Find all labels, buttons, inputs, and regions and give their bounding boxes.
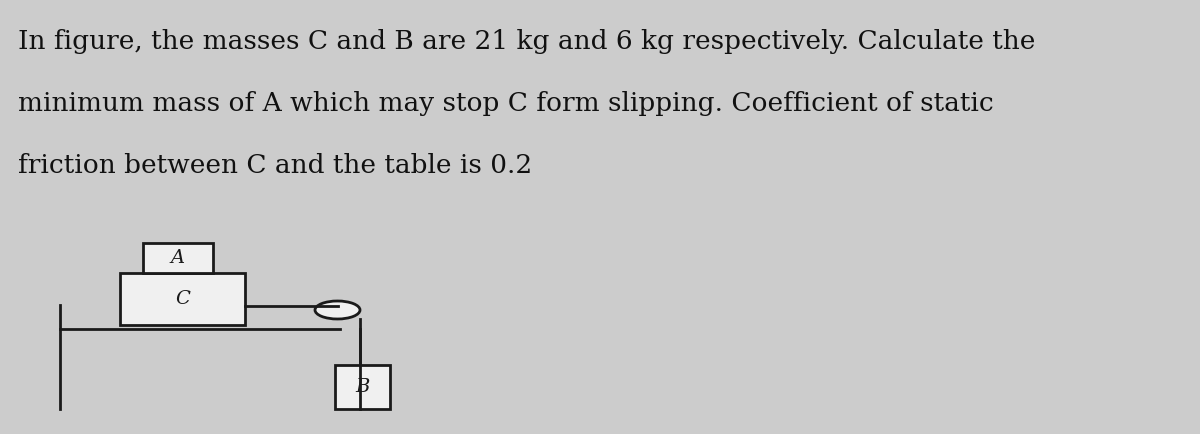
Text: B: B: [355, 378, 370, 396]
Ellipse shape: [314, 301, 360, 319]
Text: minimum mass of A which may stop C form slipping. Coefficient of static: minimum mass of A which may stop C form …: [18, 91, 994, 116]
Text: C: C: [175, 290, 190, 308]
Text: A: A: [170, 249, 185, 267]
Text: In figure, the masses C and B are 21 kg and 6 kg respectively. Calculate the: In figure, the masses C and B are 21 kg …: [18, 29, 1036, 54]
Bar: [120, 273, 245, 325]
Text: friction between C and the table is 0.2: friction between C and the table is 0.2: [18, 153, 533, 178]
Bar: [335, 365, 390, 409]
Bar: [143, 243, 212, 273]
